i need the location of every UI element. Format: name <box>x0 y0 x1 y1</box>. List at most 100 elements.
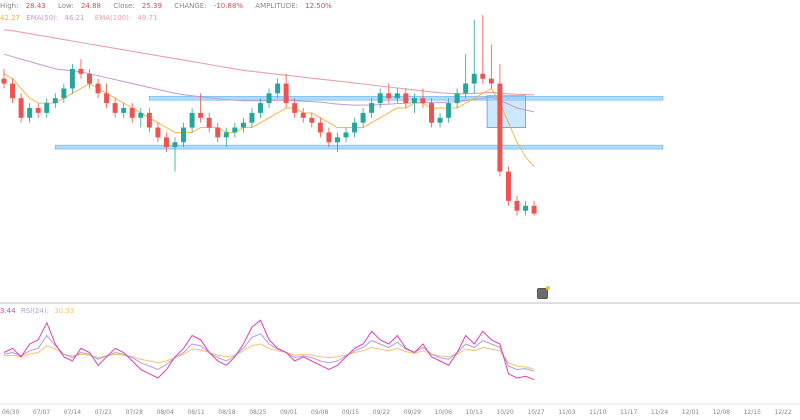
candle-body-49 <box>420 98 426 104</box>
candle-body-2 <box>18 98 24 118</box>
candle-body-62 <box>531 205 537 214</box>
candle-body-10 <box>87 73 92 84</box>
amplitude-label: AMPLITUDE: <box>255 2 298 10</box>
x-tick-label-0: 06/30 <box>2 409 19 416</box>
candle-body-35 <box>300 112 306 118</box>
candle-body-48 <box>411 98 417 104</box>
tool-indicator-dot <box>546 286 550 290</box>
candle-body-20 <box>172 142 178 148</box>
candle-body-24 <box>206 117 212 128</box>
x-tick-label-4: 07/28 <box>126 409 143 416</box>
candle-body-30 <box>258 103 263 113</box>
candle-body-18 <box>155 127 161 138</box>
x-tick-label-25: 12/22 <box>775 409 792 416</box>
ema100-line <box>3 29 535 96</box>
x-tick-label-16: 10/20 <box>496 409 513 416</box>
x-tick-label-13: 09/29 <box>404 409 421 416</box>
candle-body-43 <box>369 103 375 113</box>
x-tick-label-24: 12/15 <box>744 409 761 416</box>
candle-body-23 <box>198 112 204 118</box>
candle-body-28 <box>240 122 246 128</box>
candle-body-26 <box>223 132 229 138</box>
candle-body-25 <box>215 127 221 138</box>
candle-body-17 <box>146 112 152 128</box>
candle-body-51 <box>437 117 443 123</box>
ema100-label: EMA(100): <box>94 14 132 22</box>
candle-body-54 <box>463 83 469 94</box>
candle-body-53 <box>454 93 460 104</box>
candle-body-60 <box>514 200 520 211</box>
candle-body-13 <box>112 103 118 113</box>
candle-body-4 <box>35 108 41 113</box>
candle-body-19 <box>163 137 169 148</box>
low-label: Low: <box>57 2 74 10</box>
x-tick-label-21: 11/24 <box>651 409 668 416</box>
candle-body-50 <box>429 103 434 123</box>
candle-body-42 <box>360 112 366 123</box>
zone-box-2 <box>486 95 526 128</box>
candle-body-6 <box>52 98 58 104</box>
rsi-value: 30.33 <box>54 307 75 315</box>
x-tick-label-20: 11/17 <box>620 409 637 416</box>
x-tick-label-14: 10/06 <box>435 409 452 416</box>
candle-body-27 <box>232 127 238 133</box>
x-tick-label-9: 09/01 <box>280 409 297 416</box>
close-value: 25.39 <box>141 2 162 10</box>
candle-body-33 <box>283 83 289 104</box>
candle-body-0 <box>1 78 7 84</box>
candle-body-44 <box>377 93 383 104</box>
ohlc-header: High: 28.43 Low: 24.88 Close: 25.39 CHAN… <box>0 2 342 10</box>
x-tick-label-11: 09/15 <box>342 409 359 416</box>
candle-body-11 <box>95 83 101 94</box>
amplitude-value: 12.50% <box>305 2 332 10</box>
change-value: -10.88% <box>213 2 244 10</box>
change-label: CHANGE: <box>174 2 207 10</box>
candle-body-1 <box>10 83 16 99</box>
ema-short-line <box>3 73 535 167</box>
ema100-value: 49.71 <box>137 14 158 22</box>
candle-body-16 <box>138 112 144 118</box>
rsi-label: RSI(24): <box>20 307 49 315</box>
x-tick-label-8: 08/25 <box>249 409 266 416</box>
candle-body-31 <box>266 93 272 104</box>
candle-body-55 <box>471 73 477 84</box>
candle-body-39 <box>334 137 340 143</box>
candle-body-37 <box>317 122 323 133</box>
x-tick-label-18: 11/03 <box>558 409 575 416</box>
candle-body-15 <box>129 108 135 118</box>
candle-body-21 <box>181 127 187 143</box>
ema-legend: 42.27 EMA(50): 46.21 EMA(100): 49.71 <box>0 14 166 22</box>
ema50-value: 46.21 <box>64 14 85 22</box>
x-tick-label-12: 09/22 <box>373 409 390 416</box>
candle-body-47 <box>403 93 409 104</box>
close-label: Close: <box>113 2 135 10</box>
x-tick-label-5: 08/04 <box>157 409 174 416</box>
candle-body-22 <box>189 112 195 128</box>
candle-body-38 <box>326 132 332 143</box>
x-tick-label-1: 07/07 <box>33 409 50 416</box>
rsi-first-value: 3.44 <box>0 307 16 315</box>
ema-short-value: 42.27 <box>0 14 21 22</box>
x-tick-label-17: 10/27 <box>527 409 544 416</box>
x-tick-label-2: 07/14 <box>64 409 81 416</box>
candle-body-32 <box>275 83 281 94</box>
candle-body-34 <box>292 103 298 113</box>
candle-body-3 <box>27 108 33 118</box>
candle-body-9 <box>78 68 84 74</box>
x-tick-label-15: 10/13 <box>466 409 483 416</box>
candle-body-46 <box>394 93 400 99</box>
x-tick-label-22: 12/01 <box>682 409 699 416</box>
rsi-legend: 3.44 RSI(24): 30.33 <box>0 307 77 315</box>
candle-body-61 <box>523 205 529 211</box>
candle-body-45 <box>386 93 392 99</box>
candle-body-14 <box>121 108 127 113</box>
x-tick-label-10: 09/08 <box>311 409 328 416</box>
candle-body-29 <box>249 112 255 123</box>
candle-body-59 <box>505 171 511 201</box>
candle-body-58 <box>497 83 503 172</box>
candle-body-5 <box>44 103 50 113</box>
candle-body-12 <box>104 93 110 104</box>
drawing-tool-icon[interactable] <box>537 286 550 299</box>
zone-band-1 <box>54 144 664 150</box>
